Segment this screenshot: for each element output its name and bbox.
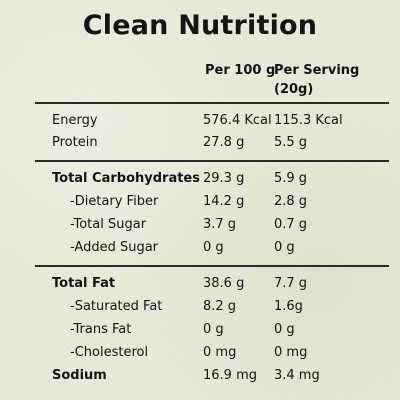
nutrient-row-protein: Protein 27.8 g 5.5 g (0, 132, 400, 154)
nutrient-row-energy: Energy 576.4 Kcal 115.3 Kcal (0, 110, 400, 132)
column-header-per-100g: Per 100 g (205, 63, 276, 78)
nutrient-label: -Dietary Fiber (70, 194, 159, 209)
value-per-100g: 29.3 g (203, 171, 245, 186)
value-per-100g: 3.7 g (203, 217, 237, 232)
nutrient-label: Total Carbohydrates (52, 171, 200, 186)
value-per-100g: 0 g (203, 240, 224, 255)
value-per-100g: 27.8 g (203, 135, 245, 150)
nutrient-label: -Cholesterol (70, 345, 149, 360)
value-per-serving: 0 mg (274, 345, 308, 360)
panel-title: Clean Nutrition (82, 10, 318, 41)
nutrient-label: Sodium (52, 368, 107, 383)
value-per-serving: 7.7 g (274, 276, 308, 291)
nutrient-label: -Added Sugar (70, 240, 159, 255)
value-per-serving: 1.6g (274, 299, 303, 314)
nutrient-label: Total Fat (52, 276, 116, 291)
value-per-100g: 8.2 g (203, 299, 237, 314)
nutrient-row-total-fat: Total Fat 38.6 g 7.7 g (0, 273, 400, 295)
value-per-serving: 3.4 mg (274, 368, 320, 383)
value-per-serving: 5.9 g (274, 171, 308, 186)
value-per-100g: 576.4 Kcal (203, 113, 272, 128)
value-per-serving: 5.5 g (274, 135, 308, 150)
nutrient-row-sodium: Sodium 16.9 mg 3.4 mg (0, 365, 400, 387)
value-per-serving: 0.7 g (274, 217, 308, 232)
value-per-serving: 2.8 g (274, 194, 308, 209)
nutrient-row-trans-fat: -Trans Fat 0 g 0 g (0, 319, 400, 341)
nutrient-label: Protein (52, 135, 98, 150)
value-per-100g: 0 mg (203, 345, 237, 360)
nutrient-label: -Total Sugar (70, 217, 147, 232)
column-header-per-serving: Per Serving (20g) (274, 63, 360, 97)
nutrient-row-cholesterol: -Cholesterol 0 mg 0 mg (0, 342, 400, 364)
nutrient-label: -Saturated Fat (70, 299, 163, 314)
nutrient-label: Energy (52, 113, 98, 128)
nutrient-row-saturated-fat: -Saturated Fat 8.2 g 1.6g (0, 296, 400, 318)
value-per-100g: 0 g (203, 322, 224, 337)
value-per-serving: 0 g (274, 322, 295, 337)
value-per-100g: 14.2 g (203, 194, 245, 209)
nutrient-row-total-sugar: -Total Sugar 3.7 g 0.7 g (0, 214, 400, 236)
value-per-100g: 16.9 mg (203, 368, 257, 383)
nutrient-row-added-sugar: -Added Sugar 0 g 0 g (0, 237, 400, 259)
value-per-serving: 0 g (274, 240, 295, 255)
nutrient-row-total-carbohydrates: Total Carbohydrates 29.3 g 5.9 g (0, 168, 400, 190)
nutrient-row-dietary-fiber: -Dietary Fiber 14.2 g 2.8 g (0, 191, 400, 213)
value-per-serving: 115.3 Kcal (274, 113, 343, 128)
divider (35, 265, 389, 267)
divider (35, 160, 389, 162)
nutrient-label: -Trans Fat (70, 322, 132, 337)
divider (35, 102, 389, 104)
value-per-100g: 38.6 g (203, 276, 245, 291)
